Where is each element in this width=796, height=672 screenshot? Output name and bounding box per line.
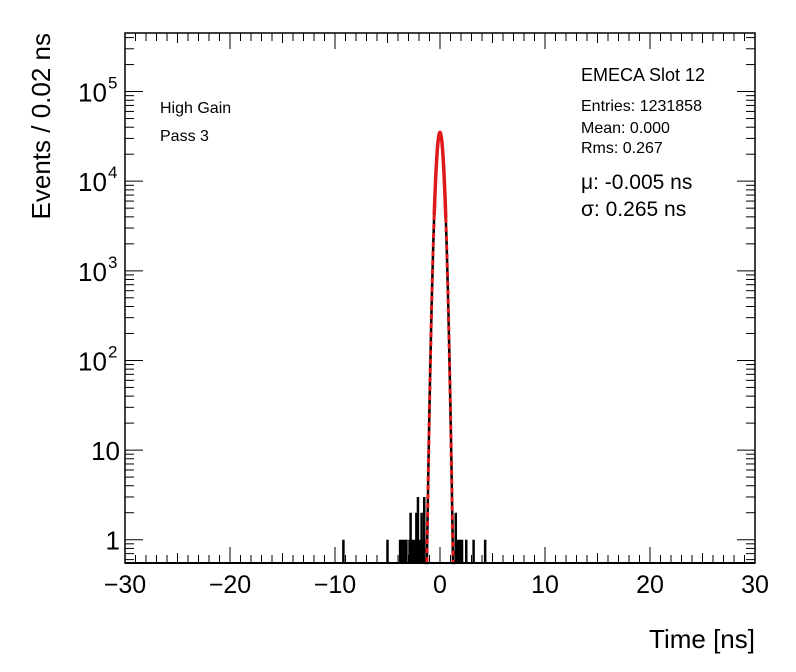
x-tick-label: 0 — [433, 571, 447, 599]
y-tick-label: 10 — [91, 436, 120, 466]
y-tick-exponent: 4 — [108, 163, 117, 182]
gaussian-fit — [425, 130, 455, 563]
stat-rms: Rms: 0.267 — [581, 140, 663, 157]
stat-mean: Mean: 0.000 — [581, 120, 670, 137]
chart-title: EMECA Slot 12 — [581, 65, 705, 85]
fit-curve-right-dashed — [444, 217, 455, 563]
y-tick-label: 10 — [78, 167, 107, 197]
x-tick-label: 10 — [531, 571, 559, 599]
y-tick-exponent: 5 — [108, 74, 117, 93]
fit-curve-solid — [432, 130, 448, 218]
x-tick-label: −10 — [314, 571, 356, 599]
fit-sigma: σ: 0.265 ns — [581, 198, 686, 221]
data-histogram — [125, 131, 755, 565]
x-axis-ticks: −30 −20 −10 0 10 20 30 — [104, 33, 769, 599]
y-tick-exponent: 3 — [108, 253, 117, 272]
y-tick-label: 10 — [78, 257, 107, 287]
x-axis-label: Time [ns] — [649, 624, 755, 654]
x-tick-label: −30 — [104, 571, 146, 599]
fit-mu: μ: -0.005 ns — [581, 171, 692, 194]
x-tick-label: −20 — [209, 571, 251, 599]
x-tick-label: 30 — [741, 571, 769, 599]
fit-curve-left-dashed — [425, 214, 436, 563]
y-tick-label: 10 — [78, 78, 107, 108]
y-tick-label: 10 — [78, 346, 107, 376]
x-tick-label: 20 — [636, 571, 664, 599]
y-tick-exponent: 2 — [108, 342, 117, 361]
y-axis-label: Events / 0.02 ns — [26, 33, 56, 219]
pass-label: Pass 3 — [160, 128, 209, 145]
y-tick-label: 1 — [106, 526, 120, 556]
stat-entries: Entries: 1231858 — [581, 98, 702, 115]
gain-label: High Gain — [160, 100, 231, 117]
